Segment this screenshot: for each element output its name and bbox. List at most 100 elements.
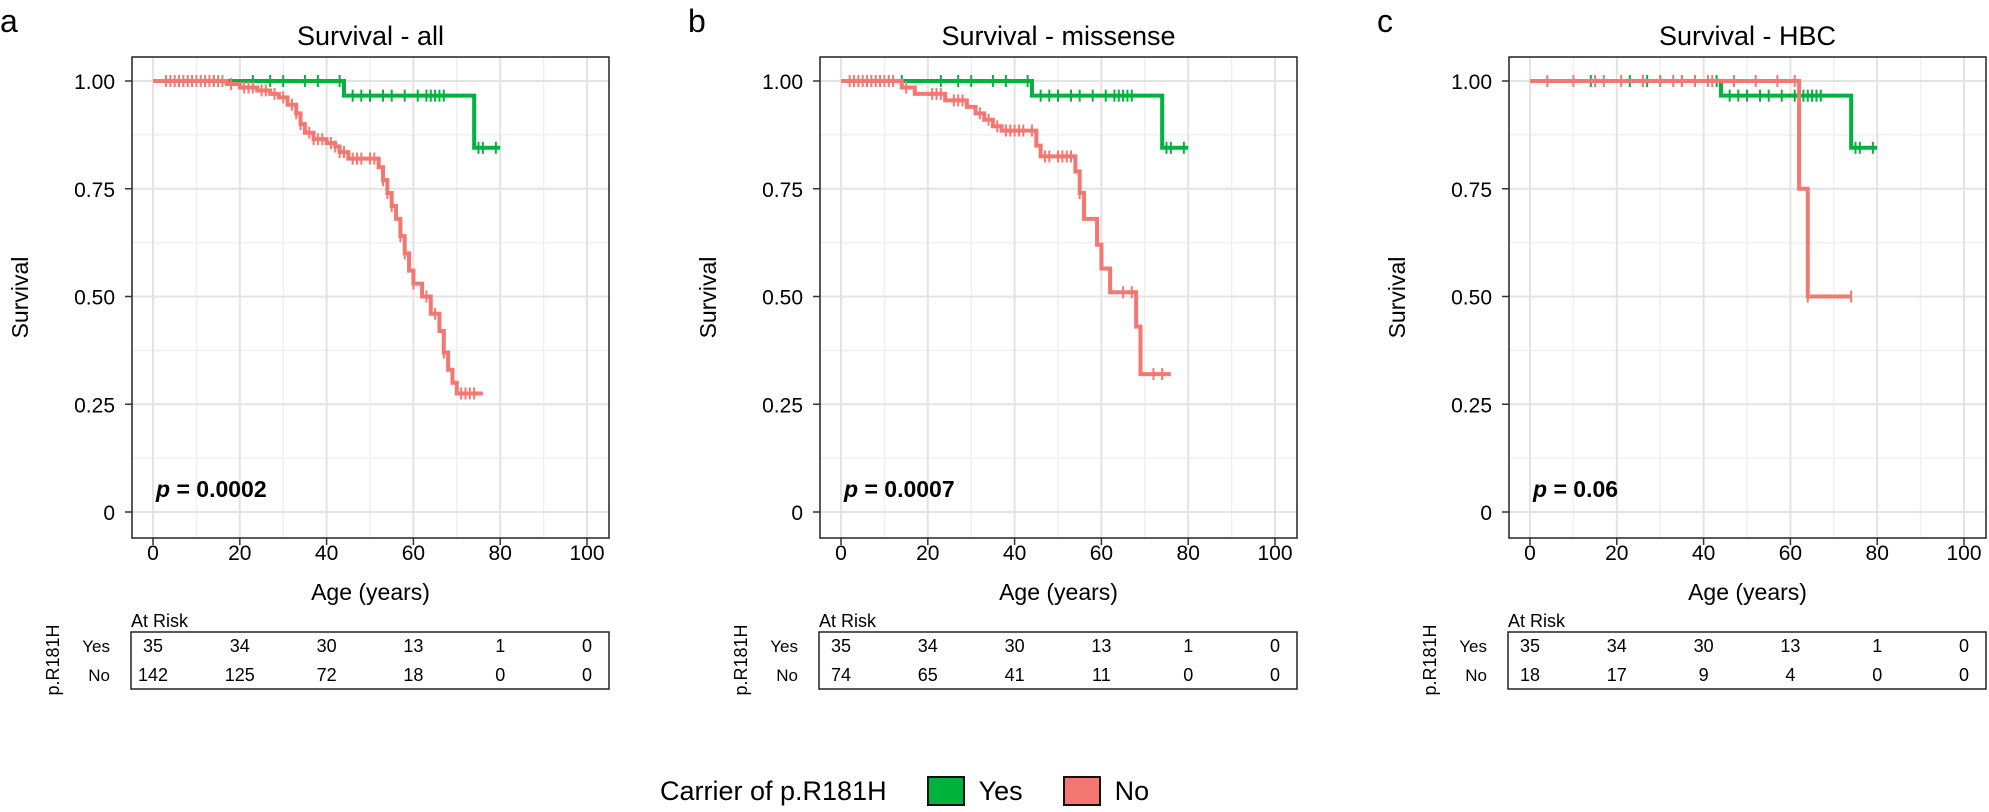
y-axis-label: Survival xyxy=(1384,257,1410,339)
p-value-number: = 0.0002 xyxy=(170,476,267,502)
risk-cell: 0 xyxy=(582,665,592,685)
risk-cell: 13 xyxy=(403,636,423,656)
chart-title: Survival - missense xyxy=(941,21,1175,51)
x-tick-label: 60 xyxy=(402,542,425,565)
p-value-symbol: p xyxy=(843,476,858,502)
p-value: p = 0.06 xyxy=(1532,476,1618,502)
risk-cell: 1 xyxy=(1872,636,1882,656)
risk-row-label-no: No xyxy=(776,666,798,685)
legend-title: Carrier of p.R181H xyxy=(660,775,887,806)
x-axis-label: Age (years) xyxy=(999,579,1118,605)
x-tick-label: 0 xyxy=(1524,542,1536,565)
risk-cell: 30 xyxy=(1694,636,1714,656)
risk-row-label-no: No xyxy=(1465,666,1487,685)
risk-table: At Risk Yes 35 34 30 13 1 0 No 142 125 72 18 0 0 p.R181… xyxy=(43,611,610,696)
risk-table: At Risk Yes 35 34 30 13 1 0 No 18 17 9 4 0 0 p.R181H xyxy=(1420,611,1987,696)
risk-cell: 0 xyxy=(1872,665,1882,685)
risk-table-frame xyxy=(818,631,1298,690)
risk-cell: 0 xyxy=(1270,665,1280,685)
x-tick-label: 20 xyxy=(228,542,251,565)
risk-cell: 34 xyxy=(230,636,250,656)
y-axis-label: Survival xyxy=(7,257,33,339)
risk-cell: 30 xyxy=(1005,636,1025,656)
risk-cell: 13 xyxy=(1091,636,1111,656)
x-tick-label: 60 xyxy=(1779,542,1802,565)
y-tick-label: 1.00 xyxy=(74,71,115,94)
risk-cell: 1 xyxy=(495,636,505,656)
legend-swatch-no xyxy=(1062,776,1101,806)
risk-cell: 4 xyxy=(1785,665,1795,685)
gridlines xyxy=(132,57,609,538)
risk-cell: 0 xyxy=(1959,636,1969,656)
chart-title: Survival - HBC xyxy=(1659,21,1836,51)
km-curve-no xyxy=(153,79,483,396)
p-value-symbol: p xyxy=(1532,476,1547,502)
x-axis-label: Age (years) xyxy=(1688,579,1807,605)
risk-row-label-yes: Yes xyxy=(82,637,110,656)
panel-letter: c xyxy=(1377,3,1393,39)
risk-cell: 65 xyxy=(918,665,938,685)
risk-cell: 13 xyxy=(1780,636,1800,656)
y-tick-label: 0.50 xyxy=(74,287,115,310)
risk-table-frame xyxy=(1507,631,1987,690)
risk-table-title: At Risk xyxy=(131,611,189,631)
x-tick-label: 80 xyxy=(1177,542,1200,565)
p-value-number: = 0.0007 xyxy=(858,476,955,502)
y-tick-label: 0.50 xyxy=(1451,287,1492,310)
y-tick-label: 0.75 xyxy=(762,179,803,202)
risk-row-label-yes: Yes xyxy=(1459,637,1487,656)
y-tick-label: 0.25 xyxy=(1451,394,1492,417)
series-no xyxy=(1530,75,1853,303)
x-tick-label: 20 xyxy=(1605,542,1628,565)
risk-cell: 35 xyxy=(831,636,851,656)
y-tick-label: 0.25 xyxy=(762,394,803,417)
risk-cell: 35 xyxy=(143,636,163,656)
km-curve-no xyxy=(1530,79,1852,299)
legend-swatch-yes xyxy=(926,776,965,806)
p-value: p = 0.0007 xyxy=(843,476,955,502)
risk-cell: 0 xyxy=(495,665,505,685)
panel-letter: b xyxy=(688,3,706,39)
legend-label-no: No xyxy=(1114,775,1150,806)
risk-cell: 74 xyxy=(831,665,851,685)
risk-cell: 9 xyxy=(1699,665,1709,685)
legend: Carrier of p.R181H Yes No xyxy=(660,770,1189,812)
y-tick-label: 0.75 xyxy=(74,179,115,202)
risk-cell: 142 xyxy=(138,665,168,685)
series-yes xyxy=(153,75,501,154)
risk-table-title: At Risk xyxy=(819,611,877,631)
series-yes xyxy=(841,75,1189,154)
y-tick-label: 1.00 xyxy=(1451,71,1492,94)
risk-cell: 0 xyxy=(582,636,592,656)
x-tick-label: 80 xyxy=(489,542,512,565)
x-tick-label: 0 xyxy=(147,542,159,565)
risk-cell: 0 xyxy=(1959,665,1969,685)
plot-frame xyxy=(131,56,610,539)
risk-cell: 11 xyxy=(1092,665,1111,685)
x-tick-label: 100 xyxy=(569,542,604,565)
x-tick-label: 60 xyxy=(1090,542,1113,565)
risk-cell: 72 xyxy=(317,665,337,685)
risk-axis-label: p.R181H xyxy=(1420,624,1440,695)
y-tick-label: 0.75 xyxy=(1451,179,1492,202)
y-tick-label: 0.50 xyxy=(762,287,803,310)
risk-table: At Risk Yes 35 34 30 13 1 0 No 74 65 41 11 0 0 p.R181H xyxy=(731,611,1298,696)
gridlines xyxy=(820,57,1297,538)
risk-cell: 34 xyxy=(918,636,938,656)
risk-axis-label: p.R181H xyxy=(731,624,751,695)
plot-frame xyxy=(1508,56,1987,539)
risk-row-label-no: No xyxy=(88,666,110,685)
risk-table-title: At Risk xyxy=(1508,611,1566,631)
x-axis-label: Age (years) xyxy=(311,579,430,605)
risk-row-label-yes: Yes xyxy=(770,637,798,656)
legend-label-yes: Yes xyxy=(978,775,1023,806)
risk-cell: 125 xyxy=(225,665,255,685)
x-tick-label: 40 xyxy=(315,542,338,565)
gridlines xyxy=(1509,57,1986,538)
series-no xyxy=(841,75,1171,381)
panel-letter: a xyxy=(0,3,18,39)
plot-frame xyxy=(819,56,1298,539)
risk-cell: 18 xyxy=(1520,665,1540,685)
